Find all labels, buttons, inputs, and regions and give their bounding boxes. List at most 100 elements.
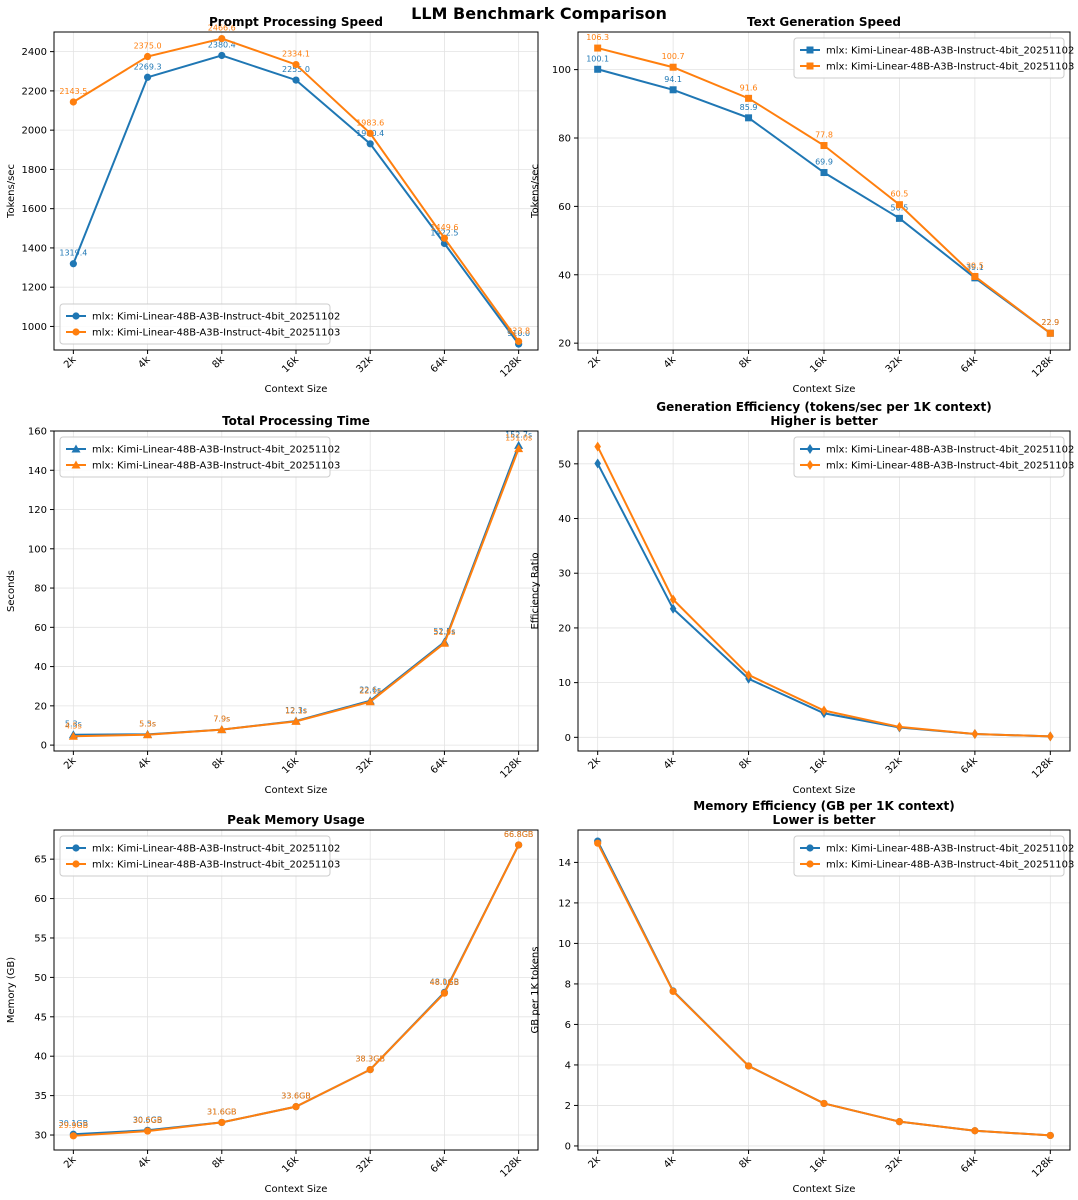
x-axis-label: Context Size bbox=[265, 785, 328, 796]
y-tick-label: 55 bbox=[34, 933, 47, 944]
data-label: 2269.3 bbox=[134, 62, 162, 71]
data-label: 22.9 bbox=[1041, 318, 1059, 327]
legend-entry: mlx: Kimi-Linear-48B-A3B-Instruct-4bit_2… bbox=[826, 46, 1074, 57]
data-point bbox=[439, 638, 449, 647]
y-tick-label: 1800 bbox=[22, 165, 47, 176]
legend-marker bbox=[71, 444, 81, 453]
data-label: 31.6GB bbox=[207, 1107, 237, 1116]
data-point bbox=[366, 129, 374, 137]
data-label: 51.9s bbox=[433, 628, 455, 637]
y-tick-label: 100 bbox=[28, 544, 47, 555]
data-point bbox=[143, 1127, 152, 1135]
series-2: 29.9GB 30.5GB 31.6GB 33.6GB 38.3GB 48.0GB 66.8… bbox=[59, 830, 533, 1140]
data-label: 5.5s bbox=[139, 719, 156, 728]
data-label: 7.9s bbox=[213, 715, 230, 724]
data-point bbox=[292, 76, 300, 84]
data-point bbox=[291, 716, 301, 725]
data-point bbox=[1047, 731, 1054, 742]
x-axis-label: Context Size bbox=[793, 1184, 856, 1195]
data-label: 152.7s bbox=[505, 430, 532, 439]
legend: mlx: Kimi-Linear-48B-A3B-Instruct-4bit_2… bbox=[59, 303, 340, 345]
data-label: 69.9 bbox=[815, 158, 833, 167]
y-tick-label: 0 bbox=[41, 741, 47, 752]
y-tick-label: 1400 bbox=[22, 243, 47, 254]
data-point bbox=[820, 142, 828, 150]
data-label: 5.3s bbox=[65, 720, 82, 729]
y-tick-label: 30 bbox=[558, 569, 571, 580]
chart-panel-5: 30.1GB 30.6GB 31.6GB 33.6GB 38.3GB 48.1GB 66.8… bbox=[6, 813, 539, 1195]
y-tick-label: 2 bbox=[565, 1101, 571, 1112]
x-axis-label: Context Size bbox=[265, 384, 328, 395]
legend-entry: mlx: Kimi-Linear-48B-A3B-Instruct-4bit_2… bbox=[826, 445, 1074, 456]
data-point bbox=[68, 731, 78, 740]
legend-box bbox=[59, 436, 331, 478]
legend-marker bbox=[806, 844, 814, 852]
y-tick-label: 20 bbox=[558, 339, 571, 350]
legend-marker bbox=[72, 860, 80, 868]
data-point bbox=[971, 729, 979, 740]
data-point bbox=[895, 201, 903, 209]
y-tick-label: 60 bbox=[34, 894, 47, 905]
data-point bbox=[745, 114, 753, 122]
data-point bbox=[745, 94, 753, 102]
y-tick-label: 60 bbox=[34, 623, 47, 634]
data-label: 151.0s bbox=[505, 434, 532, 443]
data-point bbox=[143, 52, 152, 61]
y-tick-label: 65 bbox=[34, 855, 47, 866]
data-point bbox=[143, 73, 152, 81]
data-point bbox=[594, 441, 601, 452]
chart-title: Memory Efficiency (GB per 1K context) bbox=[693, 799, 954, 813]
data-point bbox=[971, 272, 979, 280]
y-tick-label: 60 bbox=[558, 202, 571, 213]
y-tick-label: 6 bbox=[565, 1020, 571, 1031]
x-axis-label: Context Size bbox=[265, 1184, 328, 1195]
y-tick-label: 40 bbox=[558, 514, 571, 525]
y-tick-label: 80 bbox=[34, 584, 47, 595]
y-tick-label: 20 bbox=[34, 701, 47, 712]
y-tick-label: 20 bbox=[558, 623, 571, 634]
data-point bbox=[594, 458, 601, 469]
series-2 bbox=[594, 441, 1054, 742]
chart-subtitle: Lower is better bbox=[773, 813, 876, 827]
y-tick-label: 10 bbox=[558, 939, 571, 950]
y-tick-label: 140 bbox=[28, 466, 47, 477]
chart-title: Text Generation Speed bbox=[747, 15, 901, 29]
data-label: 923.8 bbox=[507, 326, 530, 335]
y-tick-label: 2400 bbox=[22, 47, 47, 58]
data-point bbox=[440, 234, 449, 242]
figure-title: LLM Benchmark Comparison bbox=[411, 4, 667, 23]
legend: mlx: Kimi-Linear-48B-A3B-Instruct-4bit_2… bbox=[793, 37, 1074, 79]
data-point bbox=[440, 989, 449, 997]
data-point bbox=[820, 1099, 828, 1108]
data-label: 100.1 bbox=[586, 54, 609, 63]
data-label: 1983.6 bbox=[356, 118, 384, 127]
data-label: 12.3s bbox=[285, 706, 307, 715]
y-tick-label: 1600 bbox=[22, 204, 47, 215]
data-point bbox=[69, 98, 77, 106]
y-tick-label: 35 bbox=[34, 1091, 47, 1102]
data-point bbox=[820, 705, 828, 716]
data-label: 39.5 bbox=[966, 261, 984, 270]
data-point bbox=[366, 1066, 374, 1074]
data-point bbox=[143, 730, 153, 739]
y-tick-label: 40 bbox=[34, 662, 47, 673]
data-point bbox=[895, 214, 903, 222]
legend-entry: mlx: Kimi-Linear-48B-A3B-Instruct-4bit_2… bbox=[826, 62, 1074, 73]
data-label: 22.6s bbox=[359, 686, 381, 695]
y-axis-label: Memory (GB) bbox=[6, 957, 17, 1023]
y-tick-label: 2000 bbox=[22, 126, 47, 137]
legend: mlx: Kimi-Linear-48B-A3B-Instruct-4bit_2… bbox=[59, 436, 340, 478]
data-point bbox=[744, 1062, 753, 1070]
chart-title: Prompt Processing Speed bbox=[209, 15, 383, 29]
data-point bbox=[69, 1132, 77, 1140]
legend-marker bbox=[806, 860, 814, 868]
legend-marker bbox=[806, 444, 814, 454]
chart-title: Total Processing Time bbox=[222, 414, 370, 428]
y-tick-label: 120 bbox=[28, 505, 47, 516]
chart-panel-1: 1319.42269.32380.42255.01930.41422.5910.… bbox=[6, 15, 539, 395]
data-label: 1422.5 bbox=[430, 229, 458, 238]
data-label: 33.6GB bbox=[281, 1092, 311, 1101]
data-label: 2334.1 bbox=[282, 50, 310, 59]
